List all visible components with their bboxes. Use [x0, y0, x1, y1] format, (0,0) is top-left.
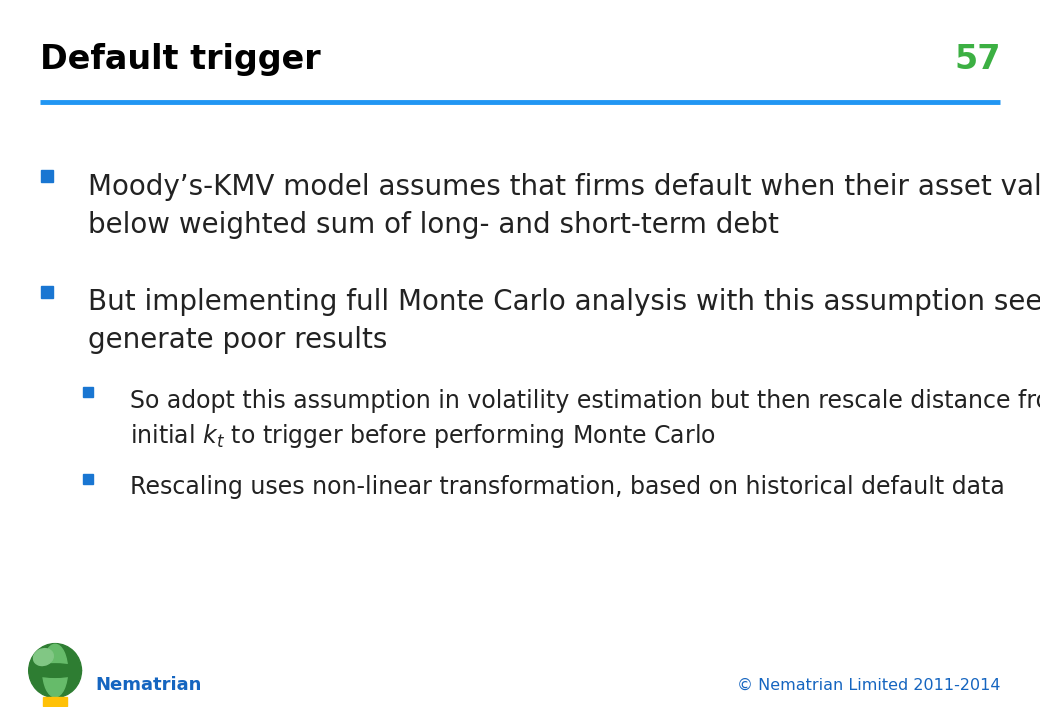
Text: © Nematrian Limited 2011-2014: © Nematrian Limited 2011-2014: [737, 678, 1000, 693]
Text: 57: 57: [954, 42, 1000, 76]
Text: So adopt this assumption in volatility estimation but then rescale distance from: So adopt this assumption in volatility e…: [130, 389, 1040, 450]
Ellipse shape: [29, 664, 81, 678]
Text: Nematrian: Nematrian: [96, 677, 202, 694]
Bar: [43, 697, 68, 706]
Text: Moody’s-KMV model assumes that firms default when their asset value falls
below : Moody’s-KMV model assumes that firms def…: [88, 173, 1040, 239]
Text: But implementing full Monte Carlo analysis with this assumption seems to
generat: But implementing full Monte Carlo analys…: [88, 288, 1040, 354]
Ellipse shape: [29, 644, 81, 698]
Text: Default trigger: Default trigger: [40, 42, 320, 76]
Ellipse shape: [33, 649, 53, 665]
Text: Rescaling uses non-linear transformation, based on historical default data: Rescaling uses non-linear transformation…: [130, 475, 1005, 499]
Ellipse shape: [43, 644, 68, 697]
